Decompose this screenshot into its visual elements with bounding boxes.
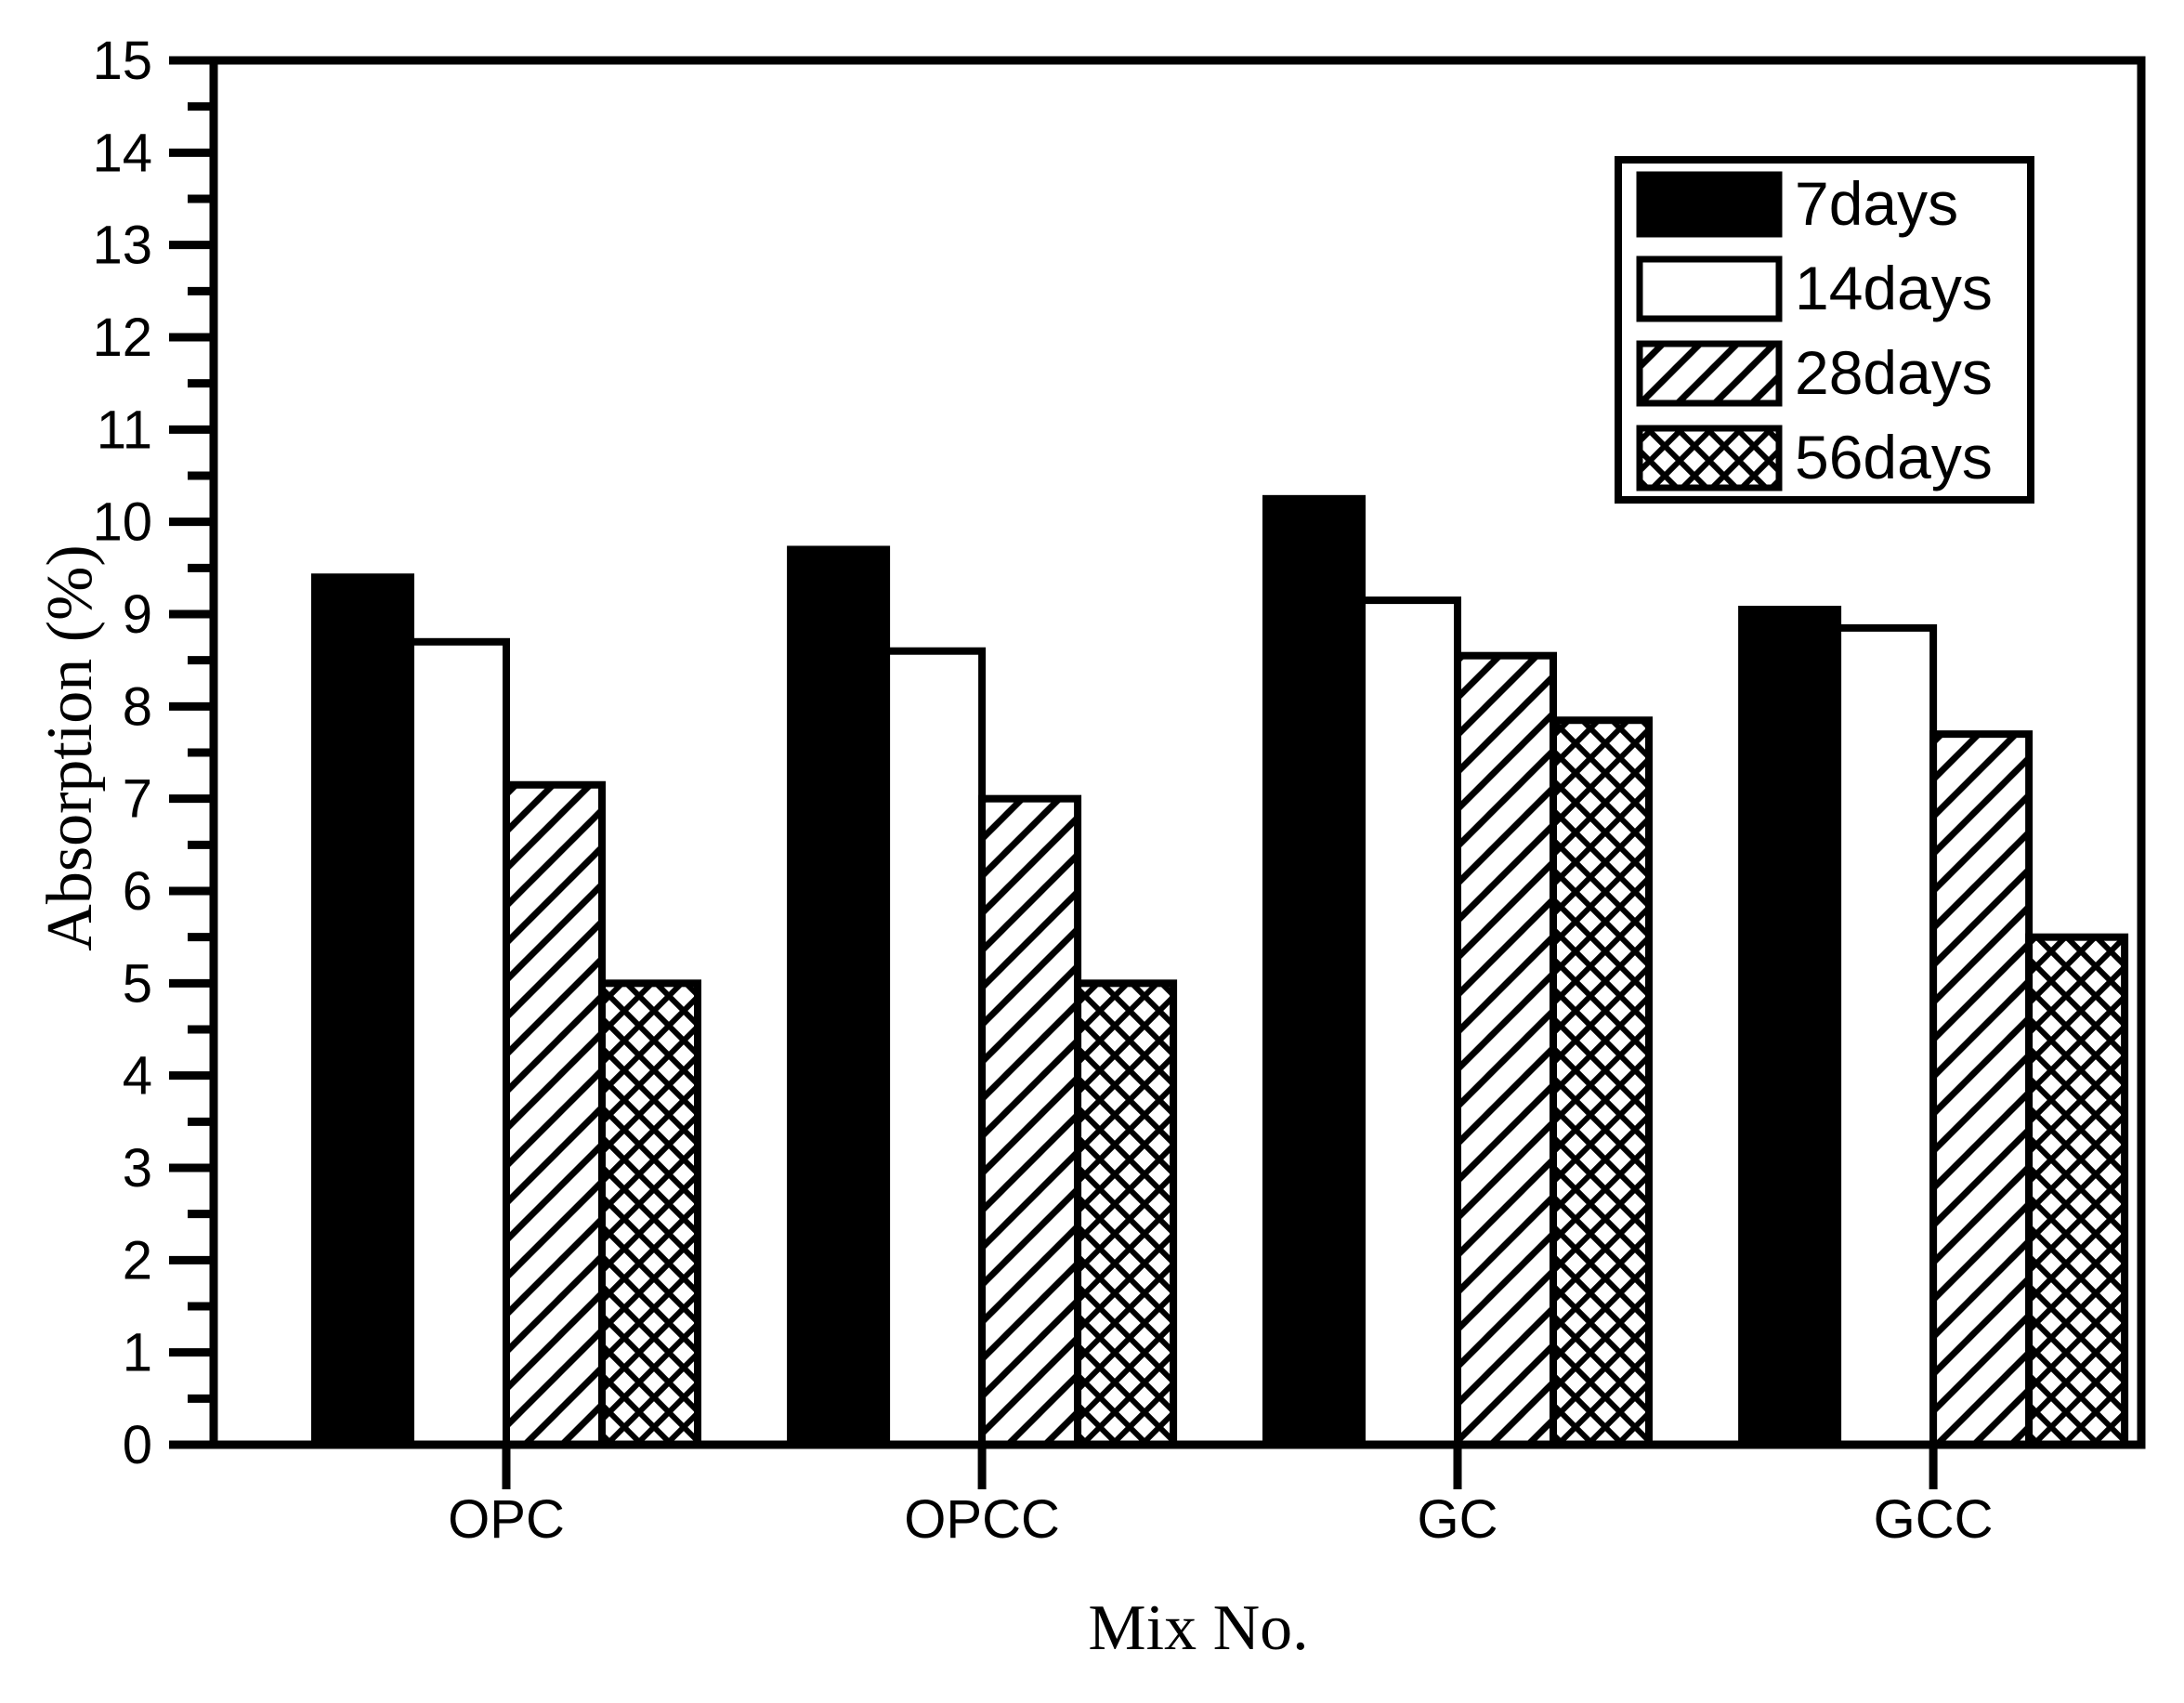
y-tick-label-5: 5 [123, 953, 152, 1014]
y-tick-label-7: 7 [123, 769, 152, 830]
y-tick-label-11: 11 [97, 400, 152, 460]
y-tick-label-6: 6 [123, 861, 152, 922]
bars-group [310, 494, 2129, 1449]
bar-GC-28days [1453, 651, 1557, 1448]
bar-GCC-28days [1929, 730, 2034, 1448]
bar-GC-7days [1262, 494, 1366, 1448]
x-tick-label-OPCC: OPCC [904, 1489, 1060, 1550]
legend-label-56days: 56days [1795, 423, 1993, 491]
bar-GCC-14days [1834, 623, 1938, 1448]
y-tick-label-2: 2 [123, 1230, 152, 1290]
bar-OPC-56days [597, 979, 701, 1449]
bar-GC-14days [1357, 596, 1461, 1448]
bar-OPCC-56days [1074, 979, 1178, 1449]
y-axis-title: Absorption (%) [34, 544, 106, 950]
legend-swatch-28days [1636, 340, 1783, 407]
legend-label-28days: 28days [1795, 338, 1993, 407]
y-tick-label-13: 13 [92, 216, 152, 276]
x-axis-title: Mix No. [1088, 1592, 1308, 1664]
bar-OPCC-14days [883, 647, 987, 1448]
y-tick-label-10: 10 [92, 492, 152, 553]
y-tick-label-15: 15 [92, 31, 152, 91]
y-tick-label-1: 1 [123, 1323, 152, 1383]
bar-OPC-14days [406, 637, 510, 1448]
bar-GC-56days [1549, 716, 1653, 1448]
y-tick-label-8: 8 [123, 676, 152, 737]
legend: 7days 14days 28days 56days [1615, 156, 2034, 504]
bar-OPCC-7days [787, 545, 891, 1448]
y-tick-label-9: 9 [123, 584, 152, 645]
legend-swatch-7days [1636, 171, 1783, 238]
y-tick-label-0: 0 [123, 1415, 152, 1475]
bar-GCC-7days [1738, 606, 1842, 1448]
x-tick-label-GC: GC [1417, 1489, 1497, 1550]
legend-swatch-56days [1636, 425, 1783, 491]
legend-label-14days: 14days [1795, 254, 1993, 322]
y-tick-label-12: 12 [92, 308, 152, 368]
y-tick-label-14: 14 [92, 123, 152, 183]
bar-OPCC-28days [978, 794, 1082, 1448]
x-tick-label-OPC: OPC [448, 1489, 565, 1550]
bar-GCC-56days [2025, 933, 2129, 1448]
legend-swatch-14days [1636, 255, 1783, 322]
legend-label-7days: 7days [1795, 169, 1958, 238]
y-tick-label-4: 4 [123, 1046, 152, 1107]
y-tick-label-3: 3 [123, 1138, 152, 1199]
bar-OPC-28days [502, 780, 606, 1448]
x-tick-label-GCC: GCC [1874, 1489, 1994, 1550]
bar-OPC-7days [310, 573, 414, 1448]
